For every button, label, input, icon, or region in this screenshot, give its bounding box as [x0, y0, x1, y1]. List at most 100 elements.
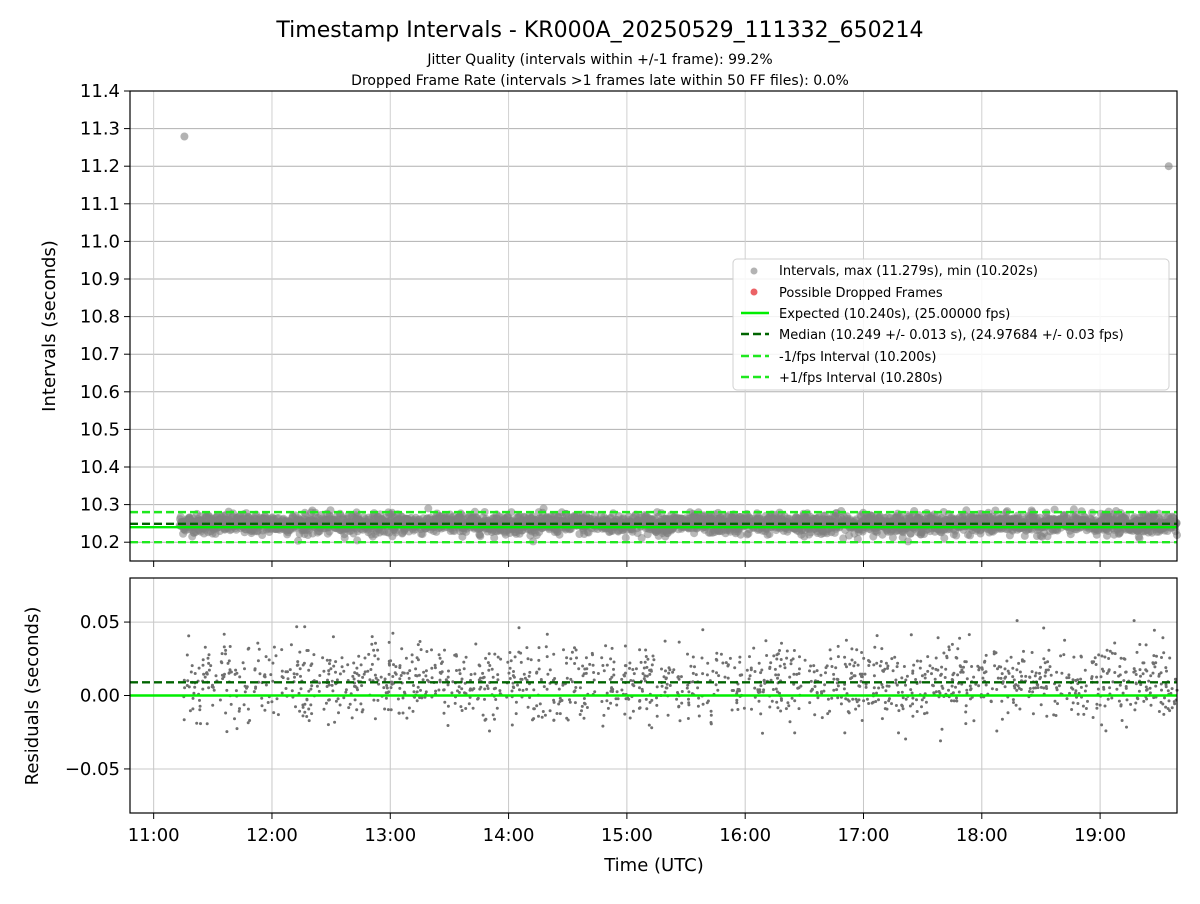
residual-point [886, 666, 889, 670]
residual-point [860, 719, 864, 722]
residual-point [918, 666, 922, 670]
residual-point [900, 676, 904, 680]
residual-point [188, 709, 192, 713]
residual-point [539, 678, 543, 681]
residual-point [908, 704, 912, 708]
residual-point [379, 675, 383, 679]
residual-point [391, 675, 395, 678]
residual-point [1161, 636, 1165, 640]
residual-point [739, 673, 743, 677]
residual-point [606, 706, 610, 710]
residual-point [1034, 671, 1038, 675]
interval-point [621, 533, 630, 542]
residual-point [600, 656, 604, 660]
residual-point [460, 709, 464, 712]
residual-point [1141, 672, 1145, 676]
residual-point [207, 686, 211, 690]
residual-point [543, 713, 547, 717]
residual-point [1144, 643, 1148, 647]
residual-point [512, 686, 516, 690]
residual-point [1103, 655, 1107, 659]
residual-point [248, 719, 252, 722]
residual-point [344, 688, 348, 692]
residual-point [701, 672, 705, 676]
residual-point [852, 664, 856, 668]
residual-point [931, 684, 935, 688]
residual-point [843, 662, 847, 666]
residual-point [187, 634, 191, 638]
residual-point [1079, 685, 1083, 689]
residual-point [350, 716, 354, 720]
residual-point [947, 688, 950, 692]
residual-point [886, 664, 890, 668]
residual-point [186, 679, 190, 683]
residual-point [298, 650, 302, 654]
residual-point [848, 662, 852, 666]
residual-point [299, 674, 302, 678]
residual-point [235, 727, 239, 731]
residual-point [1054, 714, 1058, 717]
residual-point [638, 686, 641, 690]
residual-point [418, 640, 422, 643]
residual-point [419, 688, 422, 692]
residual-point [369, 668, 373, 671]
residual-point [638, 648, 642, 652]
residual-point [307, 719, 311, 723]
bottom-y-tick-label: 0.05 [80, 612, 120, 633]
x-tick-label: 14:00 [483, 825, 535, 846]
residual-point [193, 672, 197, 675]
residual-point [646, 657, 650, 661]
top-y-tick-label: 10.4 [80, 457, 120, 478]
residual-point [272, 645, 276, 649]
residual-point [1102, 687, 1106, 691]
residual-point [183, 686, 187, 690]
top-reference-lines [130, 510, 1177, 544]
residual-point [911, 671, 915, 675]
residual-point [853, 661, 857, 665]
residual-point [528, 696, 532, 699]
residual-point [738, 660, 742, 664]
residual-point [477, 678, 481, 682]
residual-point [243, 667, 246, 671]
residual-point [745, 668, 749, 672]
chart-subtitle-jitter: Jitter Quality (intervals within +/-1 fr… [426, 52, 772, 68]
residual-point [696, 686, 700, 690]
residual-point [519, 651, 523, 655]
residual-point [382, 686, 386, 690]
residual-point [373, 717, 377, 721]
residual-point [205, 722, 209, 726]
residual-point [649, 669, 653, 673]
residual-point [790, 696, 794, 700]
residual-point [875, 691, 878, 695]
residual-point [901, 696, 905, 700]
residual-point [511, 674, 515, 678]
residual-point [376, 698, 380, 702]
residual-point [373, 673, 377, 677]
residual-point [759, 712, 763, 716]
residual-point [777, 673, 780, 677]
legend-box [732, 258, 1170, 391]
residual-point [701, 628, 705, 632]
residual-point [226, 661, 230, 665]
residual-point [911, 702, 915, 706]
residual-point [433, 663, 437, 667]
residual-point [1005, 659, 1009, 663]
residual-point [1170, 706, 1174, 710]
residual-point [742, 706, 746, 710]
residual-point [386, 708, 390, 712]
residual-point [490, 667, 494, 671]
residual-point [193, 685, 197, 689]
residual-point [768, 705, 772, 709]
residual-point [854, 697, 858, 701]
residual-point [330, 679, 334, 683]
residual-point [222, 645, 226, 649]
residual-point [523, 676, 527, 680]
residual-point [1170, 687, 1174, 691]
residual-point [700, 656, 704, 660]
residual-point [527, 674, 531, 678]
top-y-tick-label: 10.2 [80, 532, 120, 553]
residual-point [397, 711, 401, 715]
residual-point [857, 704, 861, 708]
residual-point [647, 723, 651, 727]
